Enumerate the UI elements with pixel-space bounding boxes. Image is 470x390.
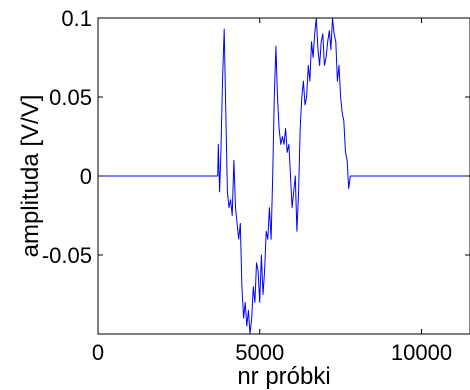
series-layer <box>98 17 470 335</box>
y-axis-title: amplituda [V/V] <box>17 95 44 258</box>
ticks-layer <box>97 17 470 334</box>
y-tick-label: 0 <box>80 164 92 189</box>
y-tick-label: 0.05 <box>49 85 92 110</box>
x-tick-label: 0 <box>92 340 104 365</box>
y-tick-label: -0.05 <box>42 243 92 268</box>
x-axis-title: nr próbki <box>237 363 330 390</box>
x-tick-label: 10000 <box>391 340 452 365</box>
x-tick-label: 5000 <box>235 340 284 365</box>
series-line-0 <box>98 17 470 335</box>
y-tick-label: 0.1 <box>61 6 92 31</box>
tick-labels-layer: 0 5000 10000 0.1 0.05 0 -0.05 <box>42 6 452 365</box>
